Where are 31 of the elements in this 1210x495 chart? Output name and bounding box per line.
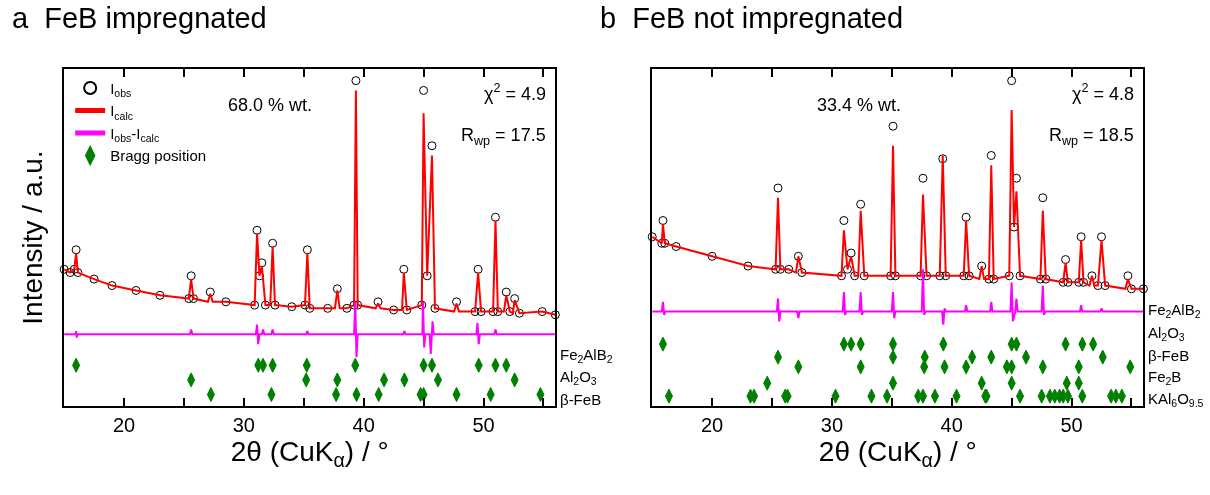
- legend-label: I$_{obs}$-I$_{calc}$: [110, 124, 160, 145]
- text: Al$_{2}$O$_{3}$: [560, 368, 597, 388]
- x-tick-label: 50: [472, 413, 495, 436]
- annotation: R$_{wp}$ = 17.5: [461, 125, 546, 148]
- text: β-FeB: [1148, 347, 1190, 364]
- text: Fe$_{2}$B: [1148, 368, 1182, 388]
- legend-label: Bragg position: [110, 147, 207, 165]
- annotation: χ$^{2}$ = 4.8: [1072, 81, 1135, 104]
- text: Al$_{2}$O$_{3}$: [1148, 324, 1185, 344]
- text: Fe$_{2}$AlB$_{2}$: [1148, 301, 1201, 321]
- annotation: 33.4 % wt.: [817, 95, 902, 115]
- x-tick-label: 20: [700, 413, 724, 436]
- y-axis-title: Intensity / a.u.: [16, 150, 48, 325]
- x-tick-label: 50: [1060, 413, 1083, 436]
- x-tick-label: 30: [232, 413, 255, 436]
- annotation: χ$^{2}$ = 4.9: [484, 81, 547, 104]
- text: β-FeB: [560, 391, 602, 408]
- x-axis-title: 2θ (CuK$_{α}$) / °: [818, 435, 977, 471]
- chart-title: b FeB not impregnated: [600, 2, 904, 34]
- text: KAl$_{6}$O$_{9.5}$: [1148, 390, 1204, 410]
- annotation: R$_{wp}$ = 18.5: [1049, 125, 1134, 148]
- annotation: 68.0 % wt.: [228, 95, 313, 115]
- x-tick-label: 40: [940, 413, 963, 436]
- x-tick-label: 40: [352, 413, 375, 436]
- x-tick-label: 20: [112, 413, 136, 436]
- legend-label: I$_{obs}$: [110, 79, 132, 100]
- legend-label: I$_{calc}$: [110, 102, 134, 122]
- x-axis-title: 2θ (CuK$_{α}$) / °: [230, 435, 389, 471]
- x-tick-label: 30: [820, 413, 844, 436]
- text: Fe$_{2}$AlB$_{2}$: [560, 346, 613, 366]
- chart-title: a FeB impregnated: [12, 2, 267, 34]
